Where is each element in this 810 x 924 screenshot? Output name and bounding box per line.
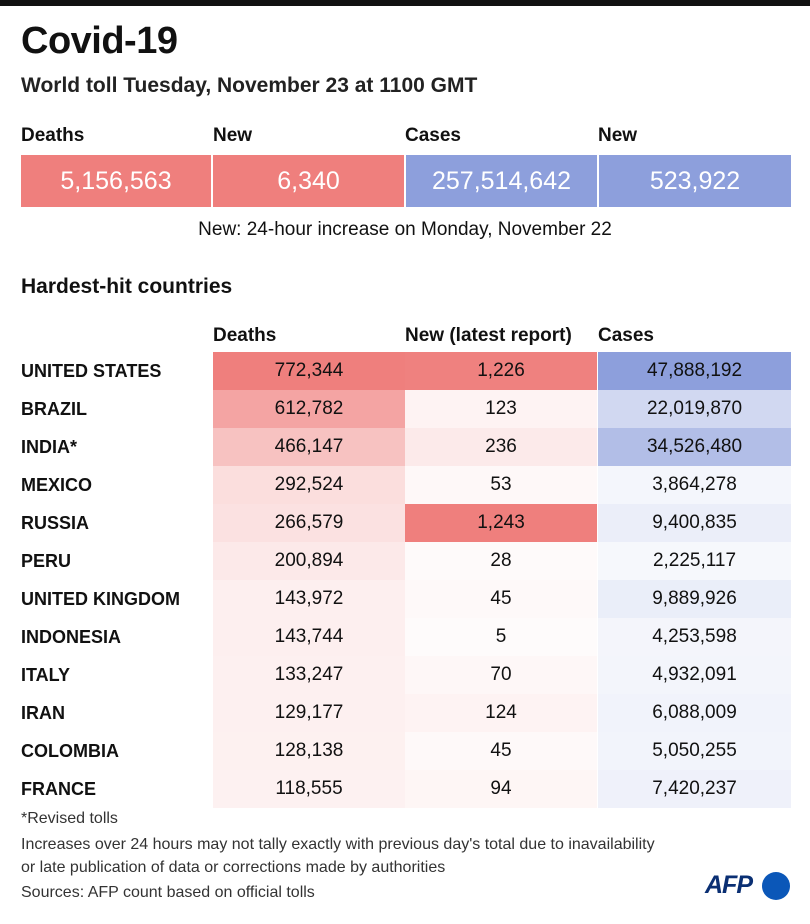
- new-cell: 123: [405, 390, 597, 428]
- column-header-cases: Cases: [598, 325, 654, 346]
- new-cell: 236: [405, 428, 597, 466]
- new-cell: 53: [405, 466, 597, 504]
- top-rule: [0, 0, 810, 6]
- table-row: COLOMBIA 128,138 45 5,050,255: [0, 732, 810, 770]
- deaths-cell: 129,177: [213, 694, 405, 732]
- deaths-cell: 612,782: [213, 390, 405, 428]
- cases-cell: 4,253,598: [598, 618, 791, 656]
- country-name: ITALY: [21, 665, 71, 685]
- cases-label: Cases: [405, 125, 461, 146]
- deaths-total-box: 5,156,563: [21, 155, 211, 207]
- country-name: PERU: [21, 551, 72, 571]
- table-row: MEXICO 292,524 53 3,864,278: [0, 466, 810, 504]
- new-cell: 70: [405, 656, 597, 694]
- new-cell: 28: [405, 542, 597, 580]
- footnote-revised: *Revised tolls: [21, 810, 118, 827]
- column-header-deaths: Deaths: [213, 325, 277, 346]
- cases-cell: 22,019,870: [598, 390, 791, 428]
- country-name: RUSSIA: [21, 513, 90, 533]
- new-cell: 45: [405, 580, 597, 618]
- new-cell: 45: [405, 732, 597, 770]
- new-cases-label: New: [598, 125, 638, 146]
- table-row: UNITED STATES 772,344 1,226 47,888,192: [0, 352, 810, 390]
- cases-cell: 3,864,278: [598, 466, 791, 504]
- footnote-sources: Sources: AFP count based on official tol…: [21, 884, 315, 901]
- new-cell: 1,243: [405, 504, 597, 542]
- deaths-cell: 200,894: [213, 542, 405, 580]
- deaths-cell: 466,147: [213, 428, 405, 466]
- cases-cell: 4,932,091: [598, 656, 791, 694]
- table-row: INDONESIA 143,744 5 4,253,598: [0, 618, 810, 656]
- table-title: Hardest-hit countries: [21, 275, 233, 298]
- new-cell: 5: [405, 618, 597, 656]
- afp-logo-dot-icon: [762, 872, 790, 900]
- table-row: BRAZIL 612,782 123 22,019,870: [0, 390, 810, 428]
- cases-cell: 2,225,117: [598, 542, 791, 580]
- page-title: Covid-19: [21, 20, 178, 62]
- country-name: INDIA*: [21, 437, 78, 457]
- table-row: PERU 200,894 28 2,225,117: [0, 542, 810, 580]
- footnote-disclaimer-1: Increases over 24 hours may not tally ex…: [21, 836, 655, 853]
- new-cell: 1,226: [405, 352, 597, 390]
- cases-cell: 9,400,835: [598, 504, 791, 542]
- country-name: FRANCE: [21, 779, 96, 799]
- table-row: IRAN 129,177 124 6,088,009: [0, 694, 810, 732]
- page-subtitle: World toll Tuesday, November 23 at 1100 …: [21, 74, 478, 97]
- country-name: BRAZIL: [21, 399, 87, 419]
- cases-cell: 47,888,192: [598, 352, 791, 390]
- new-definition-note: New: 24-hour increase on Monday, Novembe…: [198, 219, 612, 240]
- cases-cell: 6,088,009: [598, 694, 791, 732]
- table-row: RUSSIA 266,579 1,243 9,400,835: [0, 504, 810, 542]
- deaths-cell: 128,138: [213, 732, 405, 770]
- deaths-label: Deaths: [21, 125, 85, 146]
- cases-cell: 34,526,480: [598, 428, 791, 466]
- afp-logo-text: AFP: [705, 871, 753, 899]
- new-cell: 94: [405, 770, 597, 808]
- country-name: IRAN: [21, 703, 65, 723]
- deaths-cell: 118,555: [213, 770, 405, 808]
- column-header-new: New (latest report): [405, 325, 572, 346]
- new-cell: 124: [405, 694, 597, 732]
- deaths-cell: 266,579: [213, 504, 405, 542]
- cases-cell: 5,050,255: [598, 732, 791, 770]
- footnote-disclaimer-2: or late publication of data or correctio…: [21, 859, 446, 876]
- deaths-cell: 143,972: [213, 580, 405, 618]
- cases-total-box: 257,514,642: [406, 155, 597, 207]
- new-cases-box: 523,922: [599, 155, 791, 207]
- deaths-cell: 143,744: [213, 618, 405, 656]
- country-name: UNITED KINGDOM: [21, 589, 180, 609]
- country-name: INDONESIA: [21, 627, 122, 647]
- cases-cell: 9,889,926: [598, 580, 791, 618]
- deaths-cell: 133,247: [213, 656, 405, 694]
- table-row: INDIA* 466,147 236 34,526,480: [0, 428, 810, 466]
- table-row: FRANCE 118,555 94 7,420,237: [0, 770, 810, 808]
- new-deaths-label: New: [213, 125, 253, 146]
- cases-cell: 7,420,237: [598, 770, 791, 808]
- new-deaths-box: 6,340: [213, 155, 404, 207]
- deaths-cell: 292,524: [213, 466, 405, 504]
- country-name: UNITED STATES: [21, 361, 162, 381]
- country-name: COLOMBIA: [21, 741, 119, 761]
- country-name: MEXICO: [21, 475, 93, 495]
- table-row: UNITED KINGDOM 143,972 45 9,889,926: [0, 580, 810, 618]
- table-row: ITALY 133,247 70 4,932,091: [0, 656, 810, 694]
- deaths-cell: 772,344: [213, 352, 405, 390]
